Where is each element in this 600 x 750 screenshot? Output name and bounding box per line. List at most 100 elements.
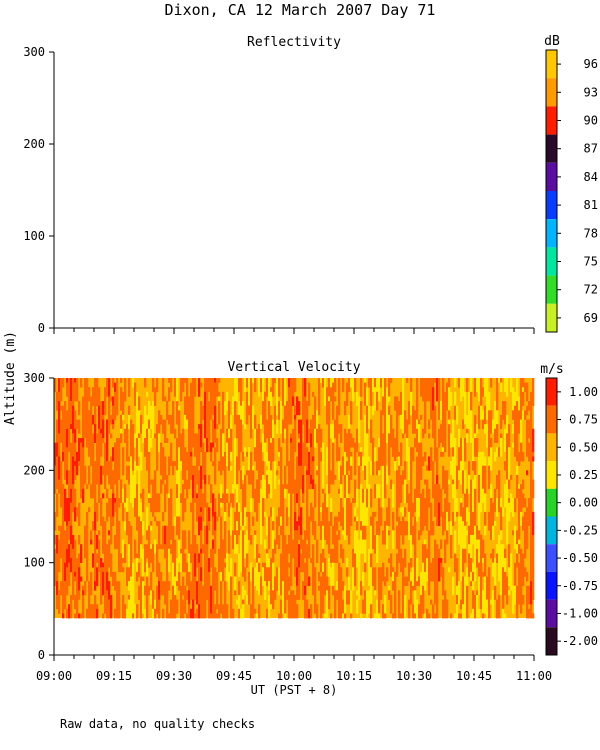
velocity-cell: [242, 525, 245, 531]
velocity-cell: [108, 599, 111, 619]
velocity-cell: [496, 474, 499, 485]
velocity-cell: [168, 613, 171, 619]
velocity-cell: [286, 484, 289, 490]
velocity-cell: [218, 548, 221, 573]
velocity-cell: [258, 456, 261, 462]
velocity-cell: [332, 585, 335, 596]
velocity-cell: [312, 414, 315, 439]
velocity-cell: [104, 548, 107, 563]
velocity-cell: [230, 428, 233, 453]
velocity-cell: [278, 438, 281, 453]
x-axis-label: UT (PST + 8): [251, 683, 338, 697]
velocity-cell: [216, 438, 219, 453]
velocity-cell: [354, 456, 357, 476]
velocity-cell: [210, 410, 213, 420]
velocity-cell: [428, 576, 431, 596]
velocity-cell: [106, 613, 109, 619]
velocity-cell: [230, 493, 233, 503]
velocity-cell: [332, 396, 335, 420]
velocity-cell: [418, 484, 421, 499]
velocity-cell: [254, 567, 257, 587]
velocity-cell: [326, 451, 329, 476]
velocity-cell: [436, 571, 439, 596]
velocity-cell: [528, 442, 531, 462]
velocity-cell: [502, 544, 505, 568]
velocity-cell: [346, 433, 349, 457]
velocity-cell: [198, 498, 201, 517]
velocity-cell: [342, 599, 345, 614]
velocity-cell: [208, 424, 211, 443]
velocity-cell: [152, 479, 155, 494]
velocity-cell: [54, 548, 57, 559]
velocity-cell: [300, 479, 303, 490]
velocity-cell: [382, 378, 385, 397]
velocity-cell: [378, 599, 381, 614]
velocity-cell: [436, 544, 439, 550]
velocity-cell: [312, 391, 315, 397]
velocity-cell: [380, 378, 383, 388]
velocity-cell: [444, 419, 447, 430]
velocity-cell: [152, 378, 155, 393]
velocity-cell: [434, 511, 437, 517]
velocity-cell: [240, 428, 243, 453]
velocity-cell: [332, 525, 335, 545]
velocity-cell: [410, 534, 413, 559]
velocity-cell: [294, 433, 297, 453]
velocity-cell: [380, 521, 383, 527]
velocity-cell: [164, 525, 167, 545]
velocity-cell: [202, 590, 205, 605]
velocity-cell: [246, 378, 249, 388]
velocity-cell: [104, 521, 107, 527]
velocity-cell: [86, 576, 89, 582]
velocity-cell: [132, 382, 135, 388]
velocity-cell: [276, 516, 279, 540]
reflectivity-colorbar-swatch: [546, 275, 557, 304]
velocity-cell: [468, 461, 471, 476]
velocity-cell: [280, 410, 283, 434]
velocity-cell: [494, 401, 497, 411]
velocity-cell: [454, 378, 457, 388]
velocity-cell: [74, 548, 77, 573]
velocity-cell: [282, 525, 285, 545]
velocity-cell: [140, 576, 143, 600]
velocity-cell: [270, 447, 273, 457]
velocity-cell: [238, 387, 241, 393]
velocity-cell: [270, 507, 273, 517]
velocity-cell: [158, 521, 161, 540]
velocity-cell: [356, 544, 359, 559]
velocity-cell: [244, 534, 247, 559]
velocity-cell: [160, 465, 163, 476]
velocity-cell: [472, 562, 475, 573]
velocity-cell: [428, 391, 431, 402]
velocity-cell: [156, 378, 159, 393]
velocity-cell: [168, 456, 171, 467]
velocity-cell: [66, 562, 69, 568]
velocity-cell: [220, 465, 223, 476]
velocity-cell: [182, 507, 185, 522]
velocity-cell: [192, 521, 195, 527]
velocity-cell: [208, 613, 211, 619]
velocity-cell: [256, 447, 259, 453]
velocity-cell: [190, 428, 193, 448]
velocity-cell: [196, 493, 199, 499]
velocity-cell: [268, 484, 271, 494]
velocity-cell: [528, 419, 531, 439]
velocity-cell: [496, 414, 499, 425]
velocity-cell: [452, 511, 455, 527]
velocity-cell: [118, 461, 121, 467]
velocity-cell: [412, 502, 415, 517]
velocity-cell: [86, 410, 89, 416]
velocity-cell: [234, 534, 237, 554]
velocity-cell: [218, 378, 221, 383]
velocity-cell: [236, 456, 239, 462]
velocity-cell: [368, 414, 371, 430]
velocity-cell: [232, 530, 235, 550]
velocity-cell: [442, 424, 445, 448]
velocity-cell: [270, 581, 273, 605]
velocity-cell: [198, 479, 201, 499]
velocity-cell: [222, 539, 225, 563]
velocity-cell: [422, 608, 425, 614]
velocity-cell: [532, 428, 535, 453]
velocity-cell: [282, 484, 285, 508]
velocity-cell: [368, 562, 371, 577]
